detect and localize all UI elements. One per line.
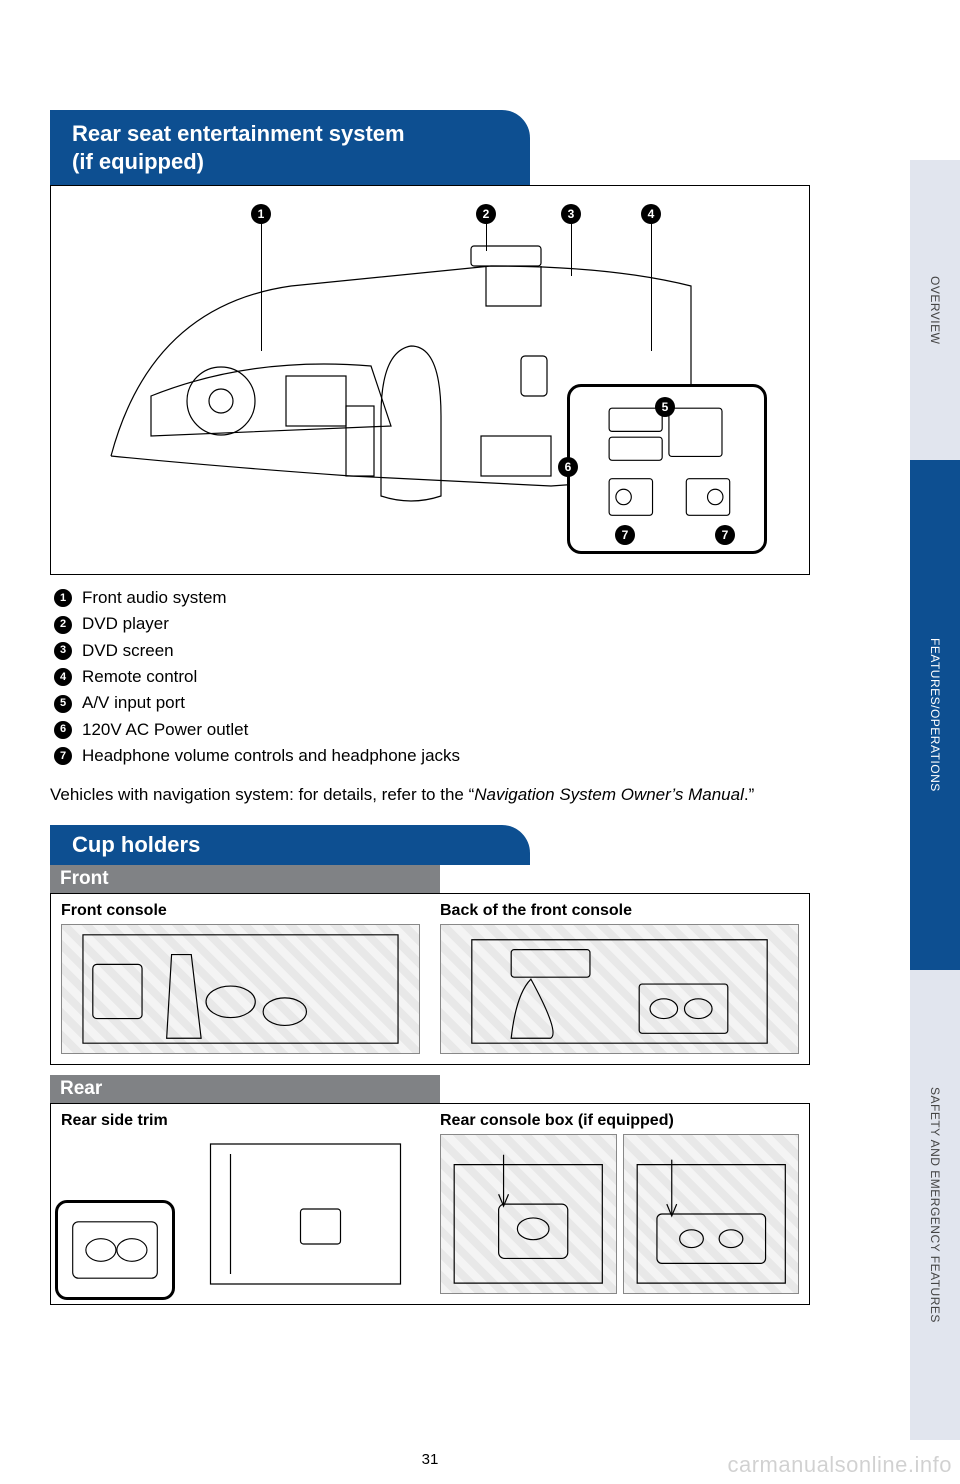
legend-text: DVD screen — [82, 638, 174, 664]
rear-bar: Rear — [50, 1075, 440, 1103]
rear-side-trim-illustration — [61, 1134, 420, 1294]
back-front-console-illustration — [440, 924, 799, 1054]
leader-4 — [651, 221, 652, 351]
side-tabs: OVERVIEW FEATURES/OPERATIONS SAFETY AND … — [860, 0, 960, 1484]
tab-overview-label: OVERVIEW — [928, 276, 942, 344]
inset-detail: 5 6 7 7 — [567, 384, 767, 554]
leader-1 — [261, 221, 262, 351]
rear-bar-label: Rear — [60, 1078, 102, 1100]
legend-row: 5 A/V input port — [54, 690, 810, 716]
entertainment-diagram-box: 1 2 3 4 5 6 7 7 — [50, 185, 810, 575]
legend-row: 6 120V AC Power outlet — [54, 717, 810, 743]
callout-5: 5 — [655, 397, 675, 417]
front-bar: Front — [50, 865, 440, 893]
page-content: Rear seat entertainment system (if equip… — [50, 110, 810, 1305]
cupholders-title: Cup holders — [72, 831, 200, 859]
rear-right-title: Rear console box (if equipped) — [440, 1112, 799, 1130]
leader-3 — [571, 221, 572, 276]
legend-row: 4 Remote control — [54, 664, 810, 690]
callout-2: 2 — [476, 204, 496, 224]
legend-row: 3 DVD screen — [54, 638, 810, 664]
rear-left-title: Rear side trim — [61, 1112, 420, 1130]
legend-num: 7 — [54, 747, 72, 765]
tab-features-label: FEATURES/OPERATIONS — [928, 638, 942, 792]
tab-safety: SAFETY AND EMERGENCY FEATURES — [910, 970, 960, 1440]
front-bar-label: Front — [60, 868, 109, 890]
rear-console-box-illustration-1 — [440, 1134, 617, 1294]
section-header-entertainment: Rear seat entertainment system (if equip… — [50, 110, 530, 185]
legend-row: 2 DVD player — [54, 611, 810, 637]
legend-text: Headphone volume controls and headphone … — [82, 743, 460, 769]
legend-num: 5 — [54, 695, 72, 713]
front-console-illustration — [61, 924, 420, 1054]
legend-num: 1 — [54, 589, 72, 607]
front-left-title: Front console — [61, 902, 420, 920]
callout-7a: 7 — [615, 525, 635, 545]
header-line1: Rear seat entertainment system — [72, 121, 405, 146]
front-box: Front console Back of the front console — [50, 893, 810, 1065]
legend-num: 4 — [54, 668, 72, 686]
rear-side-trim-inset — [55, 1200, 175, 1300]
legend-num: 6 — [54, 721, 72, 739]
tab-overview: OVERVIEW — [910, 160, 960, 460]
rear-box: Rear side trim — [50, 1103, 810, 1305]
legend-num: 2 — [54, 616, 72, 634]
callout-4: 4 — [641, 204, 661, 224]
legend-text: A/V input port — [82, 690, 185, 716]
header-line2: (if equipped) — [72, 149, 204, 174]
legend-row: 1 Front audio system — [54, 585, 810, 611]
note-suffix: .” — [744, 785, 754, 804]
leader-2 — [486, 221, 487, 251]
front-right-title: Back of the front console — [440, 902, 799, 920]
legend-row: 7 Headphone volume controls and headphone… — [54, 743, 810, 769]
note-italic: Navigation System Owner’s Manual — [474, 785, 744, 804]
section-header-cupholders: Cup holders — [50, 825, 530, 865]
rear-console-box-illustration-2 — [623, 1134, 800, 1294]
legend-text: DVD player — [82, 611, 169, 637]
legend-text: 120V AC Power outlet — [82, 717, 248, 743]
callout-6: 6 — [558, 457, 578, 477]
legend-text: Front audio system — [82, 585, 227, 611]
legend-list: 1 Front audio system 2 DVD player 3 DVD scr… — [54, 585, 810, 769]
note-prefix: Vehicles with navigation system: for det… — [50, 785, 474, 804]
callout-7b: 7 — [715, 525, 735, 545]
callout-1: 1 — [251, 204, 271, 224]
callout-3: 3 — [561, 204, 581, 224]
tab-safety-label: SAFETY AND EMERGENCY FEATURES — [928, 1087, 942, 1323]
navigation-note: Vehicles with navigation system: for det… — [50, 783, 810, 807]
legend-num: 3 — [54, 642, 72, 660]
watermark: carmanualsonline.info — [727, 1452, 952, 1478]
tab-features: FEATURES/OPERATIONS — [910, 460, 960, 970]
legend-text: Remote control — [82, 664, 197, 690]
